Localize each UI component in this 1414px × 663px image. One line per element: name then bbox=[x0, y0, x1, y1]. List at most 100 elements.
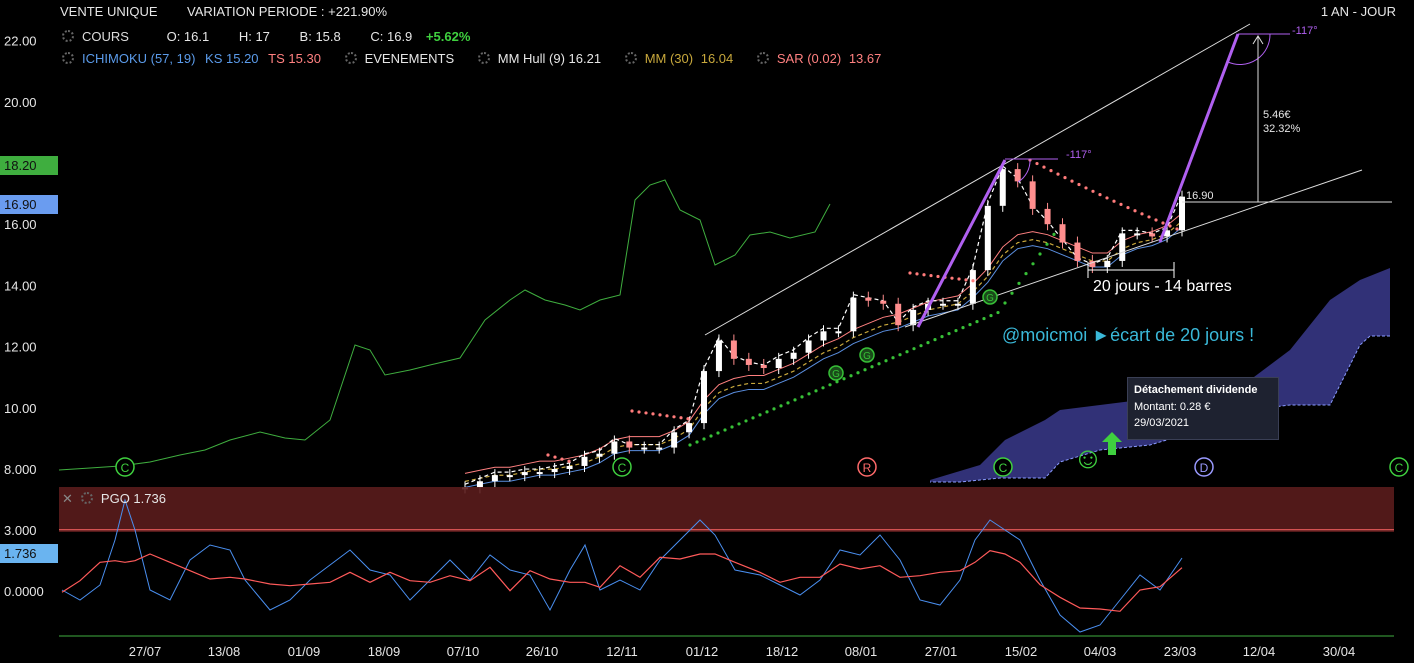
candle-body bbox=[626, 441, 633, 448]
signal-marker-label: G bbox=[986, 293, 994, 304]
x-tick-label: 15/02 bbox=[1005, 644, 1038, 659]
sar-dot bbox=[786, 401, 790, 405]
instrument-name: VENTE UNIQUE bbox=[60, 4, 158, 19]
sar-dot bbox=[1112, 199, 1116, 203]
sar-dot bbox=[630, 409, 634, 413]
sar-dot bbox=[891, 356, 895, 360]
sar-dot bbox=[793, 398, 797, 402]
sar-gear-icon[interactable] bbox=[756, 52, 769, 64]
pgo-current-tag: 1.736 bbox=[0, 544, 58, 563]
y-tick-label: 20.00 bbox=[4, 95, 37, 110]
sar-dot bbox=[849, 374, 853, 378]
sar-dot bbox=[912, 347, 916, 351]
close-icon[interactable]: ✕ bbox=[62, 491, 73, 506]
angle-label-mid: -117° bbox=[1066, 149, 1092, 161]
sar-dot bbox=[1052, 232, 1056, 236]
sar-dot bbox=[658, 413, 662, 417]
sar-dot bbox=[1126, 205, 1130, 210]
sar-dot bbox=[936, 274, 940, 279]
candle-body bbox=[880, 300, 887, 304]
mm-gear-icon[interactable] bbox=[624, 52, 637, 64]
sar-dot bbox=[898, 353, 902, 357]
event-marker bbox=[115, 457, 135, 477]
signal-marker-label: G bbox=[832, 369, 840, 380]
signal-marker-label: G bbox=[863, 351, 871, 362]
tooltip-date: 29/03/2021 bbox=[1134, 417, 1190, 429]
ichimoku-gear-icon[interactable] bbox=[62, 52, 74, 64]
sar-dot bbox=[1049, 169, 1053, 173]
channel-upper bbox=[704, 23, 1251, 336]
sar-dot bbox=[1175, 227, 1179, 231]
sar-dot bbox=[1056, 172, 1060, 176]
cours-label: COURS bbox=[82, 29, 129, 44]
sar-dot bbox=[814, 389, 818, 393]
sar-dot bbox=[905, 350, 909, 354]
candle-body bbox=[641, 447, 648, 450]
delta-pct: 32.32% bbox=[1263, 123, 1301, 135]
sar-dot bbox=[679, 416, 683, 420]
sar-dot bbox=[672, 415, 676, 419]
sar-dot bbox=[996, 310, 1000, 315]
price-tag-green: 18.20 bbox=[0, 156, 58, 175]
sar-dot bbox=[957, 277, 961, 281]
sar-dot bbox=[950, 276, 954, 280]
sar-dot bbox=[644, 411, 648, 415]
sar-dot bbox=[1119, 202, 1123, 207]
period-selector[interactable]: 1 AN - JOUR bbox=[1320, 4, 1396, 19]
sar-dot bbox=[807, 392, 811, 396]
close-value: C: 16.9 bbox=[370, 29, 413, 44]
sar-value: 13.67 bbox=[848, 51, 882, 66]
sar-dot bbox=[919, 344, 923, 348]
candle-body bbox=[984, 205, 991, 271]
cours-gear-icon[interactable] bbox=[62, 30, 74, 42]
x-tick-label: 18/09 bbox=[368, 644, 401, 659]
sar-dot bbox=[1105, 196, 1109, 200]
sar-label: SAR (0.02) bbox=[776, 51, 842, 66]
x-tick-label: 04/03 bbox=[1084, 644, 1117, 659]
candle-body bbox=[1089, 260, 1096, 268]
sar-dot bbox=[800, 395, 804, 399]
change-percent: +5.62% bbox=[425, 29, 471, 44]
sar-dot bbox=[1147, 215, 1151, 219]
event-marker-label: C bbox=[1395, 461, 1404, 475]
sar-dot bbox=[637, 410, 641, 414]
smiley-icon: ☺ bbox=[1073, 442, 1104, 475]
dividend-arrow-icon bbox=[1102, 432, 1122, 455]
candle-body bbox=[805, 340, 812, 353]
hull-gear-icon[interactable] bbox=[477, 52, 490, 64]
events-gear-icon[interactable] bbox=[344, 52, 357, 64]
sar-dot bbox=[665, 414, 669, 418]
pgo-tick-label: 0.0000 bbox=[4, 584, 44, 599]
pgo-gear-icon[interactable] bbox=[80, 492, 93, 504]
y-tick-label: 22.00 bbox=[4, 34, 37, 49]
measure-arrowhead bbox=[1252, 35, 1264, 45]
candle-body bbox=[521, 472, 528, 476]
lagging-line bbox=[58, 179, 831, 471]
event-marker-label: D bbox=[1200, 461, 1209, 475]
sar-dot bbox=[1098, 193, 1102, 197]
x-tick-label: 07/10 bbox=[447, 644, 480, 659]
candle-body bbox=[850, 297, 857, 332]
angle-arc-2 bbox=[1227, 33, 1271, 66]
mm-value: 16.04 bbox=[700, 51, 734, 66]
candle-body bbox=[671, 432, 678, 448]
sar-dot bbox=[835, 380, 839, 384]
candle-body bbox=[1059, 224, 1066, 243]
candle-body bbox=[790, 352, 797, 359]
y-tick-label: 16.00 bbox=[4, 217, 37, 232]
sar-dot bbox=[961, 326, 965, 330]
ks-value: KS 15.20 bbox=[205, 51, 259, 66]
candle-body bbox=[999, 169, 1006, 206]
candle-body bbox=[940, 303, 946, 306]
sar-dot bbox=[922, 273, 926, 277]
sar-dot bbox=[1045, 242, 1049, 246]
sar-dot bbox=[884, 359, 888, 363]
candle-body bbox=[775, 358, 782, 369]
sar-dot bbox=[1140, 212, 1144, 216]
candle-body bbox=[1134, 233, 1141, 236]
impulse-line-2 bbox=[1158, 33, 1240, 243]
x-tick-label: 12/11 bbox=[606, 644, 638, 659]
candle-body bbox=[1029, 181, 1036, 209]
event-marker-label: C bbox=[121, 461, 130, 475]
